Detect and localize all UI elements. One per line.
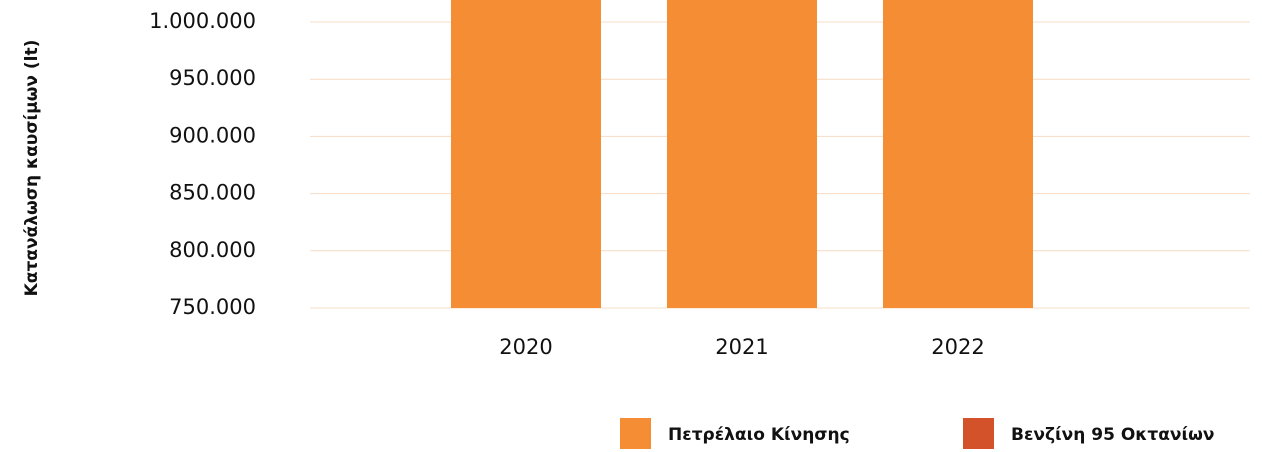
legend-label: Βενζίνη 95 Οκτανίων	[1011, 425, 1214, 445]
legend-swatch	[963, 418, 994, 449]
y-tick-label: 950.000	[169, 66, 256, 90]
x-tick-label: 2020	[499, 335, 552, 359]
x-tick-label: 2021	[715, 335, 768, 359]
legend-swatch	[620, 418, 651, 449]
x-tick-label: 2022	[931, 335, 984, 359]
y-tick-label: 1.000.000	[149, 9, 256, 33]
legend-label: Πετρέλαιο Κίνησης	[668, 425, 850, 445]
y-axis-label: Κατανάλωση καυσίμων (lt)	[22, 40, 42, 297]
bar-segment	[451, 0, 601, 308]
y-tick-label: 900.000	[169, 123, 256, 147]
bar-segment	[667, 0, 817, 308]
bar-segment	[883, 0, 1033, 308]
y-tick-label: 850.000	[169, 181, 256, 205]
y-tick-label: 750.000	[169, 295, 256, 319]
y-tick-label: 800.000	[169, 238, 256, 262]
